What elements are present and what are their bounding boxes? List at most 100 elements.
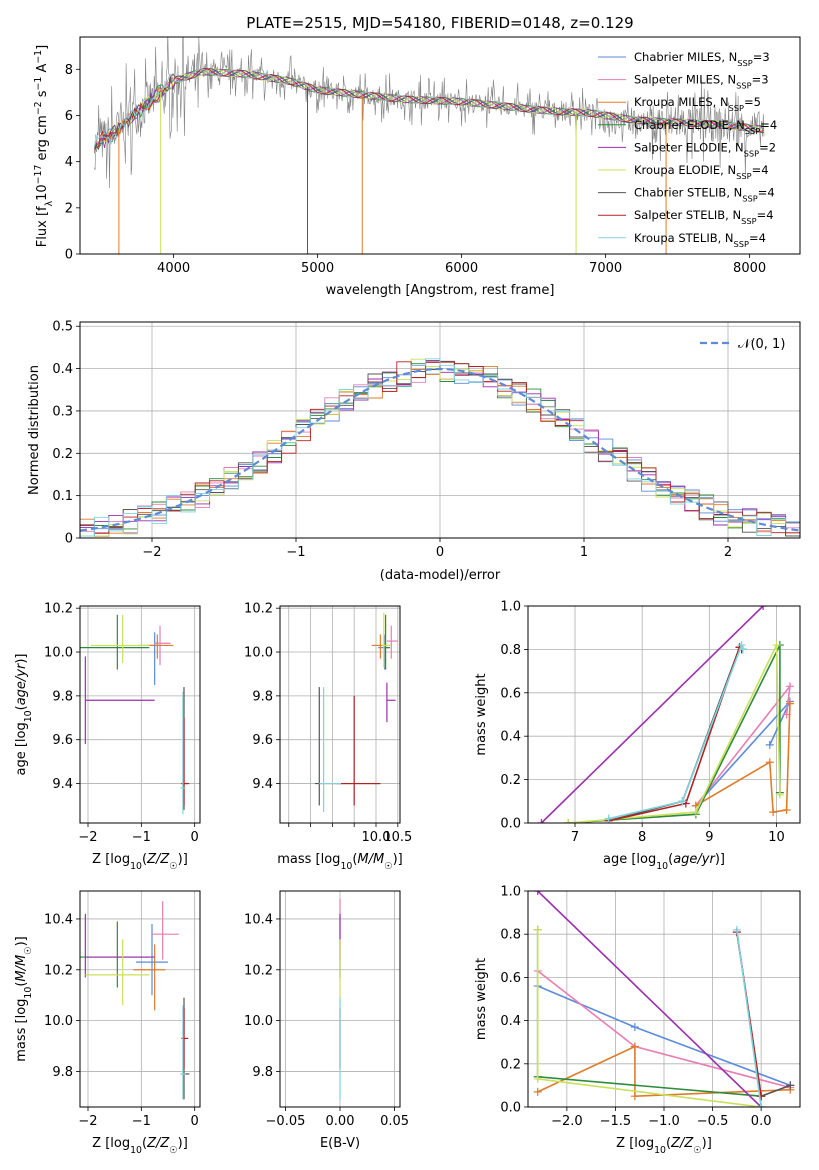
mass-vs-z-xtick-label: −1	[132, 1114, 151, 1129]
spectrum-y-label: Flux [fλ10−17 erg cm−2 s−1 A−1]	[33, 45, 55, 247]
weight-vs-age-ytick-label: 0.0	[500, 817, 521, 832]
weight-point-marker	[564, 819, 573, 823]
weight-series-line	[540, 606, 764, 823]
residuals-ytick-label: 0.5	[52, 320, 73, 335]
weight-vs-z-xtick-label: −0.5	[697, 1114, 729, 1129]
weight-vs-z-ytick-label: 0.2	[500, 1057, 521, 1072]
weight-vs-age-xtick-label: 9	[705, 830, 713, 845]
spectrum-xtick-label: 7000	[589, 261, 622, 276]
weight-point-marker	[630, 1023, 639, 1032]
weight-vs-z-xtick-label: −1.5	[600, 1114, 632, 1129]
weight-point-marker	[732, 925, 741, 934]
weight-series-line	[537, 1045, 791, 1098]
age-vs-mass-ytick-label: 10.0	[244, 646, 273, 661]
weight-point-marker	[757, 1092, 766, 1101]
spectrum-axes: 4000 5000 6000 7000 8000 0 2 4 6 8 wavelength [Ang…	[33, 36, 801, 298]
age-vs-z-y-label: age [log10(age/yr)]	[14, 653, 34, 775]
weight-point-marker	[604, 814, 613, 823]
weight-point-marker	[769, 808, 778, 817]
age-vs-z-xtick-label: −1	[132, 830, 151, 845]
weight-point-marker	[759, 606, 768, 610]
weight-series-line	[695, 683, 792, 807]
age-vs-mass-ytick-label: 10.2	[244, 602, 273, 617]
legend-entry: Salpeter ELODIE, NSSP=2	[634, 140, 776, 158]
age-vs-z-xtick-label: −2	[78, 830, 97, 845]
spectrum-model-line	[94, 68, 764, 153]
weight-series-line	[736, 931, 791, 1098]
residuals-ytick-label: 0.2	[52, 447, 73, 462]
residuals-y-label: Normed distribution	[27, 365, 42, 495]
weight-series-line	[695, 700, 791, 807]
legend-entry: Salpeter MILES, NSSP=3	[634, 73, 769, 91]
mass-vs-z-ytick-label: 9.8	[52, 1065, 73, 1080]
legend-entry: Chabrier ELODIE, NSSP=4	[634, 118, 777, 136]
spectrum-xtick-label: 6000	[445, 261, 478, 276]
legend-entry: Chabrier STELIB, NSSP=4	[634, 186, 775, 204]
weight-vs-age-y-label: mass weight	[474, 673, 489, 755]
mass-vs-ebv-xtick-label: 0.00	[326, 1114, 355, 1129]
weight-point-marker	[786, 1081, 795, 1090]
weight-vs-z-ytick-label: 1.0	[500, 885, 521, 900]
spectrum-ytick-label: 8	[65, 63, 73, 78]
weight-vs-age-ytick-label: 0.2	[500, 773, 521, 788]
weight-point-marker	[782, 805, 791, 814]
weight-series-line	[608, 645, 744, 822]
age-vs-z-xtick-label: 0	[191, 830, 199, 845]
legend-entry: Salpeter STELIB, NSSP=4	[634, 208, 774, 226]
mass-vs-z-ytick-label: 10.0	[44, 1014, 73, 1029]
weight-vs-age-xtick-label: 7	[571, 830, 579, 845]
spectrum-model-line	[94, 68, 764, 148]
weight-vs-age-ytick-label: 1.0	[500, 600, 521, 615]
weight-point-marker	[738, 645, 747, 654]
weight-series-line	[608, 645, 743, 822]
weight-vs-z-xtick-label: 0.0	[751, 1114, 772, 1129]
weight-point-marker	[678, 797, 687, 806]
mass-vs-ebv-axes: −0.05 0.00 0.05 9.8 10.0 10.2 10.4 E(B-V)	[244, 890, 409, 1151]
age-vs-z-frame	[79, 605, 201, 824]
weight-vs-z-ytick-label: 0.8	[500, 928, 521, 943]
weight-point-marker	[533, 1087, 542, 1096]
weight-vs-age-ytick-label: 0.8	[500, 643, 521, 658]
residuals-frame	[79, 321, 801, 539]
age-vs-mass-xtick-label: 10.0	[362, 830, 391, 845]
weight-series-line	[608, 642, 744, 820]
weight-series-line	[537, 891, 762, 1107]
legend-entry: Kroupa STELIB, NSSP=4	[634, 231, 766, 249]
age-vs-mass-ytick-label: 9.6	[252, 733, 273, 748]
residuals-axes: −2 −1 0 1 2 0 0.1 0.2 0.3 0.4 0.5 𝒩(0, 1) (data-mode…	[27, 320, 801, 583]
spectrum-frame	[79, 36, 801, 255]
weight-point-marker	[533, 925, 542, 934]
weight-series-line	[568, 644, 781, 823]
age-vs-mass-ytick-label: 9.8	[252, 689, 273, 704]
mass-vs-ebv-ytick-label: 10.0	[244, 1014, 273, 1029]
mass-vs-z-frame	[79, 890, 201, 1108]
residuals-xtick-label: −1	[286, 545, 305, 560]
mass-vs-z-ytick-label: 10.4	[44, 912, 73, 927]
mass-vs-ebv-ytick-label: 9.8	[252, 1065, 273, 1080]
figure-title: PLATE=2515, MJD=54180, FIBERID=0148, z=0…	[246, 14, 633, 32]
weight-vs-z-frame	[527, 890, 801, 1108]
weight-vs-z-ytick-label: 0.4	[500, 1014, 521, 1029]
spectrum-ytick-label: 0	[65, 248, 73, 263]
weight-vs-age-plot-area	[537, 606, 794, 823]
weight-point-marker	[630, 1042, 639, 1051]
age-vs-z-ytick-label: 10.0	[44, 646, 73, 661]
weight-point-marker	[785, 699, 794, 708]
weight-point-marker	[765, 758, 774, 767]
weight-point-marker	[737, 641, 746, 650]
mass-vs-ebv-xtick-label: 0.05	[380, 1114, 409, 1129]
legend-entry: Kroupa ELODIE, NSSP=4	[634, 163, 769, 181]
residuals-xtick-label: −2	[142, 545, 161, 560]
weight-vs-age-ytick-label: 0.6	[500, 686, 521, 701]
spectrum-legend: Chabrier MILES, NSSP=3 Salpeter MILES, NS…	[598, 50, 777, 249]
weight-vs-age-axes: 7 8 9 10 0.0 0.2 0.4 0.6 0.8 1.0 age [log10(age/yr…	[474, 600, 801, 872]
weight-point-marker	[533, 891, 542, 895]
spectrum-model-line	[94, 68, 764, 150]
age-vs-z-ytick-label: 9.8	[52, 689, 73, 704]
age-vs-mass-x-label: mass [log10(M/M☉)]	[277, 852, 403, 872]
spectrum-ytick-label: 4	[65, 155, 73, 170]
weight-point-marker	[630, 1092, 639, 1101]
age-vs-z-ytick-label: 10.2	[44, 602, 73, 617]
